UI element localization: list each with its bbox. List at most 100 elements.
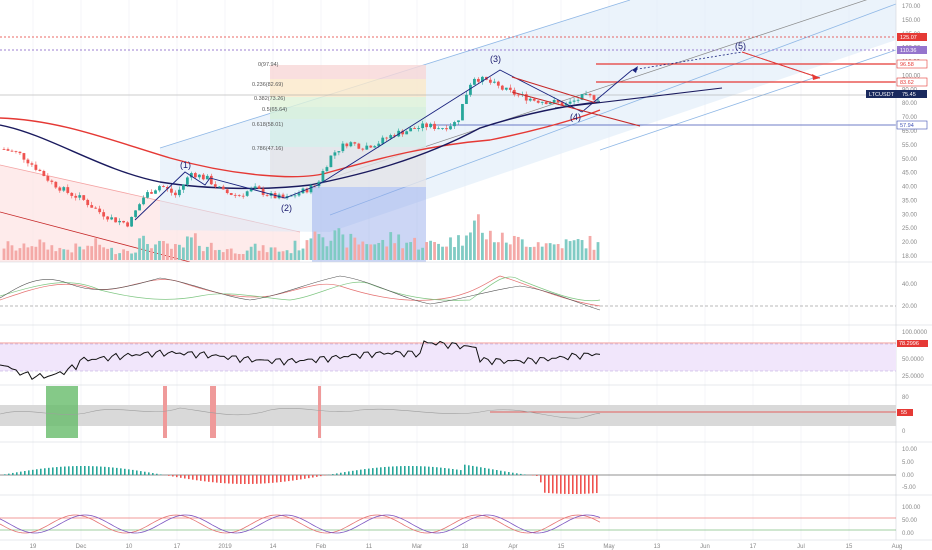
volume-bar bbox=[170, 248, 173, 260]
candle-body bbox=[150, 192, 153, 194]
macd-bar bbox=[240, 475, 242, 484]
macd-bar bbox=[36, 469, 38, 475]
tag-125 bbox=[897, 33, 927, 41]
volume-bar bbox=[181, 247, 185, 260]
volume-bar bbox=[508, 244, 512, 260]
projection-down bbox=[741, 51, 821, 79]
volume-bar bbox=[14, 250, 18, 260]
macd-bar bbox=[364, 469, 366, 475]
candle-body bbox=[158, 186, 161, 191]
time-tick: Mar bbox=[412, 544, 422, 550]
osc-pane[interactable]: 100.00 50.00 0.00 bbox=[0, 505, 921, 537]
macd-bar bbox=[88, 466, 90, 475]
price-tick: 20.00 bbox=[902, 240, 918, 246]
candle-body bbox=[393, 135, 397, 137]
time-tick: Aug bbox=[892, 544, 903, 550]
macd-bar bbox=[172, 475, 174, 477]
volume-bar bbox=[556, 244, 560, 260]
candle-body bbox=[253, 186, 257, 189]
volume-bar bbox=[532, 246, 536, 260]
candle-body bbox=[556, 100, 560, 103]
stoch-pane[interactable]: 80 55 0 bbox=[0, 386, 913, 438]
candle-body bbox=[146, 192, 149, 198]
volume-bar bbox=[357, 244, 361, 260]
macd-bar bbox=[284, 475, 286, 482]
volume-bar bbox=[285, 250, 289, 260]
volume-bar bbox=[592, 249, 596, 260]
macd-bar bbox=[432, 466, 434, 475]
wave-label-5: (5) bbox=[735, 41, 746, 51]
price-tick: 40.00 bbox=[902, 185, 918, 191]
dmi-pane[interactable]: 40.00 20.00 bbox=[0, 275, 918, 311]
candle-body bbox=[130, 216, 133, 227]
candle-body bbox=[154, 190, 157, 194]
macd-tick: 10.00 bbox=[902, 447, 918, 453]
time-axis[interactable]: 19 Dec 10 17 2019 14 Feb 11 Mar 18 Apr 15 May 13 Jun 17… bbox=[30, 544, 903, 550]
volume-bar bbox=[572, 240, 576, 260]
time-tick: Jul bbox=[797, 544, 805, 550]
volume-bar bbox=[313, 231, 317, 260]
volume-bar bbox=[70, 252, 74, 260]
time-tick: 10 bbox=[126, 544, 133, 550]
macd-bar bbox=[196, 475, 198, 481]
macd-bar bbox=[108, 467, 110, 475]
candle-body bbox=[166, 186, 169, 189]
macd-bar bbox=[460, 470, 462, 475]
candle-body bbox=[504, 87, 508, 90]
tag-83-text: 83.62 bbox=[900, 80, 914, 86]
macd-pane[interactable]: 10.00 5.00 0.00 -5.00 bbox=[0, 447, 918, 494]
fib-zone-2 bbox=[270, 97, 426, 107]
ma-slow bbox=[0, 109, 601, 178]
macd-bar bbox=[360, 469, 362, 475]
candle-body bbox=[441, 128, 444, 129]
candle-body bbox=[62, 187, 66, 191]
volume-bar bbox=[488, 230, 492, 260]
price-tick: 35.00 bbox=[902, 198, 918, 204]
rsi-pane[interactable]: 100.0000 78.2996 50.0000 25.0000 bbox=[0, 330, 928, 381]
candle-body bbox=[457, 120, 460, 123]
candle-body bbox=[138, 204, 141, 211]
volume-bar bbox=[162, 241, 165, 260]
candle-body bbox=[349, 142, 353, 147]
macd-bar bbox=[492, 469, 494, 475]
volume-bar bbox=[38, 239, 42, 260]
volume-bar bbox=[417, 249, 421, 260]
macd-bar bbox=[500, 470, 502, 475]
macd-bar bbox=[24, 470, 26, 475]
macd-bar bbox=[468, 465, 470, 475]
macd-bar bbox=[588, 475, 590, 494]
candle-body bbox=[321, 170, 325, 182]
time-tick: 19 bbox=[30, 544, 37, 550]
fib-label-5: 0.5(65.64) bbox=[262, 107, 287, 113]
volume-bar bbox=[492, 242, 496, 260]
macd-bar bbox=[448, 468, 450, 475]
macd-bar bbox=[392, 466, 394, 475]
candle-body bbox=[297, 193, 301, 196]
volume-bar bbox=[373, 244, 377, 260]
macd-bar bbox=[52, 467, 54, 475]
candle-body bbox=[365, 145, 369, 150]
candle-body bbox=[201, 174, 205, 180]
volume-bar bbox=[142, 235, 145, 260]
macd-bar bbox=[488, 468, 490, 475]
candle-body bbox=[189, 173, 193, 178]
macd-bar bbox=[84, 466, 86, 475]
macd-bar bbox=[20, 471, 22, 475]
volume-bar bbox=[548, 243, 552, 260]
macd-bar bbox=[368, 468, 370, 475]
candle-body bbox=[469, 84, 472, 95]
volume-bar bbox=[6, 241, 10, 260]
candle-body bbox=[492, 81, 496, 83]
volume-bar bbox=[22, 243, 26, 260]
symbol-tag-text: LTCUSDT bbox=[869, 92, 895, 98]
volume-bar bbox=[245, 250, 249, 260]
candle-body bbox=[126, 222, 129, 227]
stoch-line bbox=[0, 407, 601, 419]
volume-bar bbox=[560, 248, 564, 260]
candle-body bbox=[209, 175, 213, 185]
macd-bar bbox=[56, 467, 58, 475]
macd-bar bbox=[352, 470, 354, 475]
candle-body bbox=[170, 188, 173, 193]
volume-bar bbox=[301, 248, 305, 260]
